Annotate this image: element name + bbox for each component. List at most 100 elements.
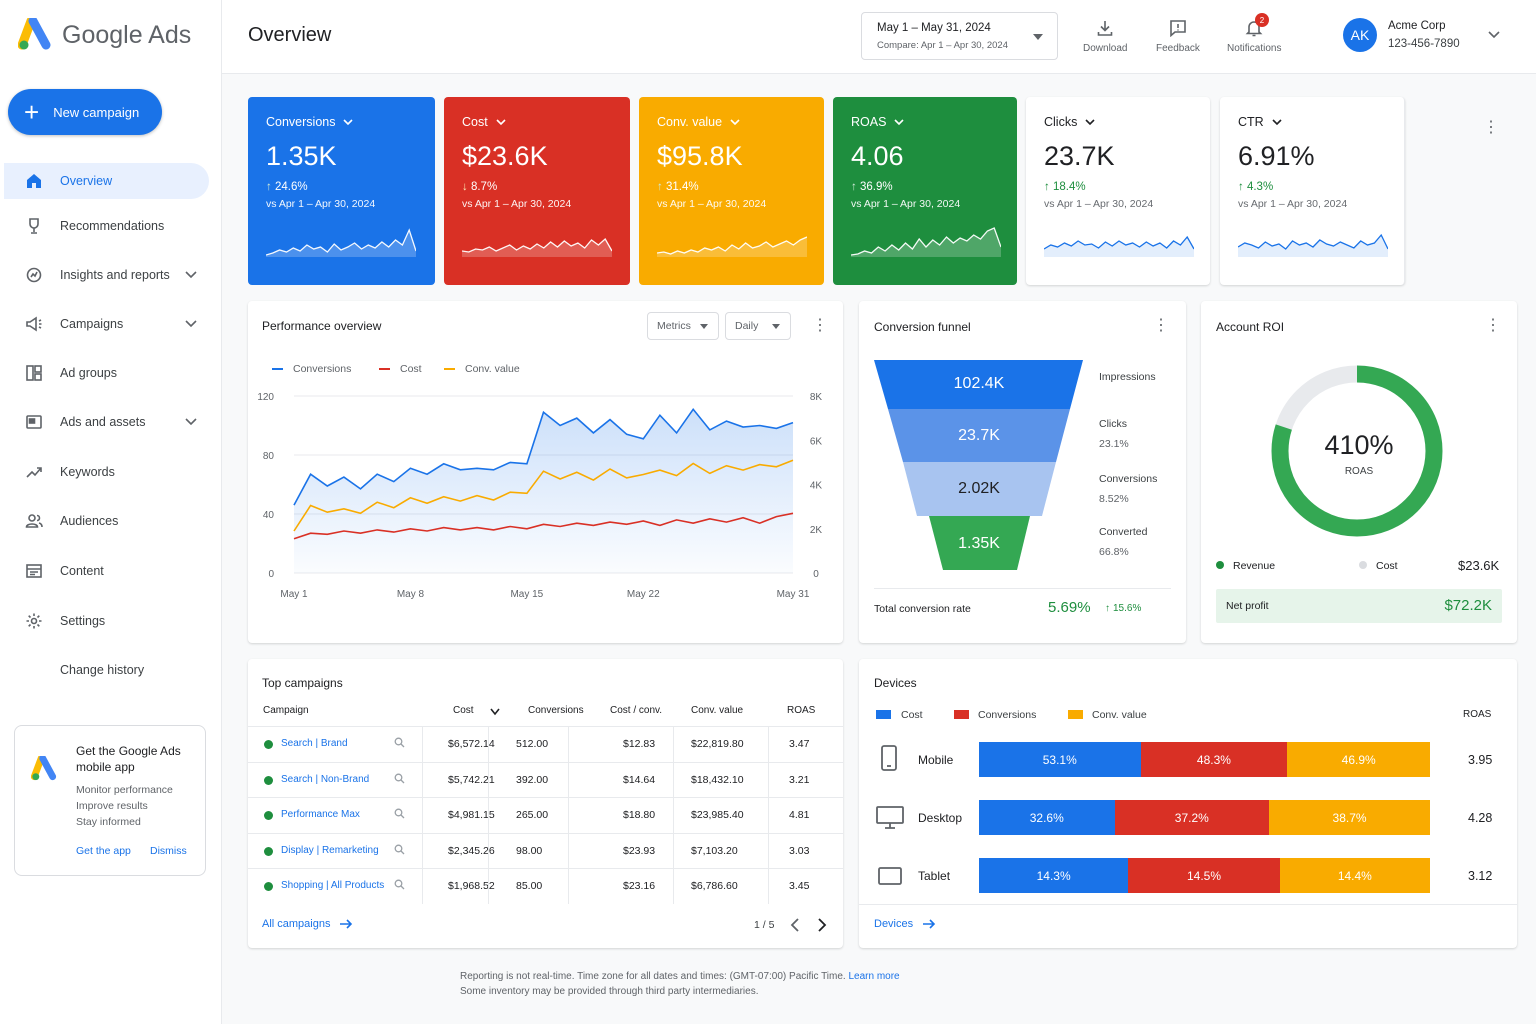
column-divider	[568, 727, 569, 762]
device-bar-value: 14.4%	[1279, 858, 1430, 893]
column-header[interactable]: Campaign	[263, 705, 309, 716]
kpi-card-clicks[interactable]: Clicks 23.7K ↑ 18.4% vs Apr 1 – Apr 30, 202…	[1026, 97, 1210, 285]
funnel-label: Clicks	[1099, 418, 1127, 430]
feedback-button[interactable]: Feedback	[1156, 16, 1200, 54]
chevron-down-icon	[496, 118, 506, 125]
campaign-name-link[interactable]: Search | Non-Brand	[281, 773, 370, 785]
more-options-icon[interactable]: ⋮	[1485, 317, 1501, 334]
chevron-right-icon[interactable]	[817, 918, 827, 935]
all-campaigns-label: All campaigns	[262, 918, 331, 930]
column-divider	[422, 726, 423, 904]
status-dot	[264, 882, 273, 891]
arrow-up-icon: ↑	[657, 181, 666, 193]
kpi-card-ctr[interactable]: CTR 6.91% ↑ 4.3% vs Apr 1 – Apr 30, 2024	[1220, 97, 1405, 285]
sidebar-item-label: Content	[60, 564, 104, 578]
roi-sub: ROAS	[1344, 466, 1374, 477]
logo-text: Google Ads	[62, 20, 192, 49]
status-dot	[264, 811, 273, 820]
column-divider	[488, 833, 489, 869]
search-icon[interactable]	[394, 773, 405, 787]
sidebar-item-campaigns[interactable]: Campaigns	[4, 306, 209, 342]
metrics-select[interactable]: Metrics	[647, 312, 719, 340]
period-select[interactable]: Daily	[725, 312, 791, 340]
funnel-value: 1.35K	[958, 535, 1000, 552]
table-cell: 512.00	[516, 738, 549, 750]
kpi-card-conversions[interactable]: Conversions 1.35K ↑ 24.6% vs Apr 1 – Apr 30…	[248, 97, 435, 285]
table-cell: 3.45	[789, 880, 810, 892]
search-icon[interactable]	[394, 844, 405, 858]
kpi-delta: ↓ 8.7%	[462, 181, 612, 193]
new-campaign-button[interactable]: + New campaign	[8, 89, 162, 135]
search-icon[interactable]	[394, 737, 405, 751]
account-chevron-down-icon[interactable]	[1488, 28, 1500, 42]
download-button[interactable]: Download	[1083, 16, 1127, 54]
arrow-up-icon: ↑	[1238, 181, 1247, 193]
google-ads-logo-icon	[18, 18, 51, 50]
google-ads-logo-icon	[31, 756, 57, 781]
google-ads-logo[interactable]: Google Ads	[18, 18, 191, 52]
chevron-left-icon[interactable]	[790, 918, 800, 935]
card-title: Devices	[874, 676, 917, 690]
kpi-card-roas[interactable]: ROAS 4.06 ↑ 36.9% vs Apr 1 – Apr 30, 2024	[833, 97, 1017, 285]
sidebar-item-insights[interactable]: Insights and reports	[4, 257, 209, 293]
kpi-label: Conv. value	[657, 115, 806, 129]
table-cell: $23,985.40	[691, 809, 744, 821]
table-cell: $14.64	[623, 773, 656, 786]
column-divider	[673, 762, 674, 798]
column-divider	[673, 869, 674, 904]
sidebar-item-label: Overview	[60, 174, 113, 188]
learn-more-link[interactable]: Learn more	[848, 971, 900, 982]
dismiss-link[interactable]: Dismiss	[150, 845, 187, 857]
avatar[interactable]: AK	[1343, 18, 1377, 52]
sidebar-item-ads-assets[interactable]: Ads and assets	[4, 404, 209, 440]
campaign-name-link[interactable]: Search | Brand	[281, 738, 348, 749]
kpi-delta: ↑ 31.4%	[657, 181, 806, 193]
column-header[interactable]: Conv. value	[691, 705, 744, 716]
funnel-label: Converted	[1099, 526, 1148, 538]
promo-line: Stay informed	[76, 816, 141, 828]
campaign-name-link[interactable]: Display | Remarketing	[281, 844, 379, 856]
top-campaigns-card: Top campaigns	[248, 659, 843, 948]
campaign-name-link[interactable]: Shopping | All Products	[281, 880, 385, 891]
table-row[interactable]: Performance Max $4,981.15 265.00 $18.80 $23,…	[248, 797, 843, 833]
conversion-funnel-card: Conversion funnel ⋮ 102.4K 23.7K 2.02K 1…	[859, 301, 1186, 643]
get-app-link[interactable]: Get the app	[76, 845, 131, 857]
search-icon[interactable]	[394, 879, 405, 893]
column-header-cost[interactable]: Cost	[453, 705, 500, 716]
more-options-icon[interactable]: ⋮	[1483, 119, 1499, 136]
series-line-cost	[293, 512, 794, 540]
sidebar-item-settings[interactable]: Settings	[4, 603, 209, 639]
table-cell: $6,572.14	[448, 738, 495, 750]
all-campaigns-link[interactable]: All campaigns	[262, 918, 353, 930]
kpi-card-cost[interactable]: Cost $23.6K ↓ 8.7% vs Apr 1 – Apr 30, 2024	[444, 97, 630, 285]
sidebar-item-change-history[interactable]: Change history	[4, 652, 209, 688]
sidebar-item-keywords[interactable]: Keywords	[4, 454, 209, 490]
search-icon[interactable]	[394, 808, 405, 822]
table-cell: $23.93	[623, 844, 656, 857]
column-divider	[768, 833, 769, 869]
sidebar-item-audiences[interactable]: Audiences	[4, 503, 209, 539]
more-options-icon[interactable]: ⋮	[1153, 317, 1169, 334]
sidebar-item-content[interactable]: Content	[4, 553, 209, 589]
notifications-button[interactable]: 2 Notifications	[1227, 13, 1281, 54]
sidebar-item-recommendations[interactable]: Recommendations	[4, 208, 209, 244]
sidebar-item-ad-groups[interactable]: Ad groups	[4, 355, 209, 391]
table-row[interactable]: Search | Brand $6,572.14 512.00 $12.83 $22,8…	[248, 726, 843, 762]
table-row[interactable]: Display | Remarketing $2,345.26 98.00 $23.9…	[248, 832, 843, 869]
kpi-compare: vs Apr 1 – Apr 30, 2024	[851, 198, 961, 210]
table-row[interactable]: Shopping | All Products $1,968.52 85.00 $23…	[248, 868, 843, 904]
sidebar-item-overview[interactable]: Overview	[4, 163, 209, 199]
campaign-name-link[interactable]: Performance Max	[281, 809, 360, 820]
sparkline	[462, 237, 612, 257]
legend-label: Conversions	[978, 709, 1037, 721]
column-header[interactable]: Conversions	[528, 705, 584, 716]
column-header[interactable]: ROAS	[787, 705, 816, 716]
column-header[interactable]: Cost / conv.	[610, 705, 663, 716]
table-cell: $23.16	[623, 880, 656, 892]
date-range-picker[interactable]: May 1 – May 31, 2024 Compare: Apr 1 – Ap…	[861, 12, 1058, 60]
kpi-card-conv-value[interactable]: Conv. value $95.8K ↑ 31.4% vs Apr 1 – Apr 3…	[639, 97, 824, 285]
table-row[interactable]: Search | Non-Brand $5,742.21 392.00 $14.64 $…	[248, 761, 843, 798]
megaphone-icon	[24, 314, 44, 334]
devices-link[interactable]: Devices	[874, 918, 936, 930]
more-options-icon[interactable]: ⋮	[812, 317, 828, 334]
